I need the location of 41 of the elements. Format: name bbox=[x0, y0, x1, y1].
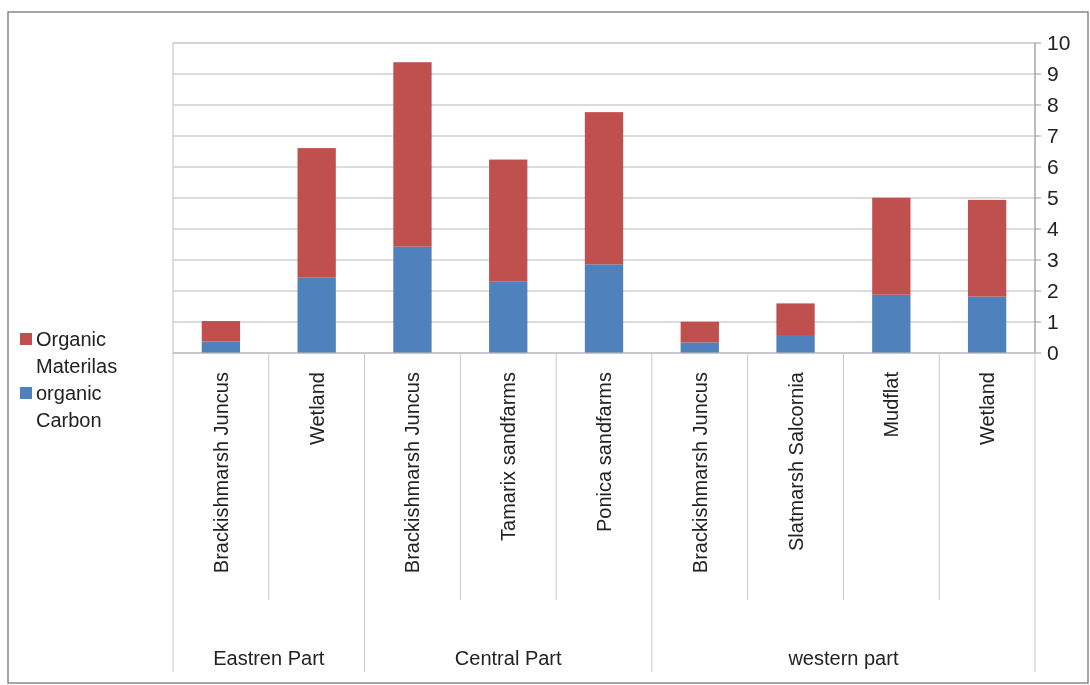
text: Eastren Part bbox=[213, 647, 325, 669]
bar bbox=[872, 294, 911, 353]
x-tick-label: Slatmarsh Salcornia bbox=[784, 371, 807, 551]
legend-label: organic Carbon bbox=[36, 382, 102, 431]
bar bbox=[489, 281, 528, 353]
y-tick-label: 7 bbox=[1047, 124, 1059, 148]
bar bbox=[872, 197, 911, 295]
bar bbox=[776, 303, 815, 336]
bar bbox=[967, 296, 1007, 353]
y-tick-label: 2 bbox=[1047, 279, 1059, 303]
y-tick-label: 8 bbox=[1047, 93, 1059, 117]
bar bbox=[297, 277, 336, 353]
bar bbox=[680, 321, 719, 343]
y-tick-label: 6 bbox=[1047, 155, 1059, 179]
bar bbox=[489, 159, 528, 282]
x-tick-label: Brackishmarsh Juncus bbox=[688, 372, 711, 574]
bar bbox=[201, 321, 241, 342]
x-tick-label: Brackishmarsh Juncus bbox=[209, 372, 232, 574]
y-tick-label: 9 bbox=[1047, 62, 1059, 86]
bar bbox=[776, 335, 815, 353]
bar bbox=[393, 62, 432, 247]
bar bbox=[584, 112, 624, 265]
bar bbox=[584, 264, 624, 353]
y-tick-label: 4 bbox=[1047, 217, 1059, 241]
text: western part bbox=[787, 647, 899, 669]
x-tick-label: Wetland bbox=[305, 372, 328, 446]
bar bbox=[393, 246, 432, 353]
y-tick-label: 5 bbox=[1047, 186, 1059, 210]
x-tick-label: Brackishmarsh Juncus bbox=[401, 372, 424, 574]
text: Central Part bbox=[454, 647, 563, 669]
x-tick-label: Tamarix sandfarms bbox=[497, 372, 520, 541]
bar bbox=[297, 148, 336, 278]
y-tick-label: 1 bbox=[1047, 310, 1059, 334]
y-tick-label: 0 bbox=[1047, 341, 1059, 365]
x-tick-label: Ponica sandfarms bbox=[593, 372, 615, 533]
bar bbox=[967, 199, 1007, 297]
bar bbox=[680, 342, 719, 353]
x-tick-label: Wetland bbox=[976, 372, 999, 446]
y-tick-label: 10 bbox=[1047, 31, 1071, 55]
x-tick-label: Mudflat bbox=[880, 371, 903, 438]
y-tick-label: 3 bbox=[1047, 248, 1059, 272]
